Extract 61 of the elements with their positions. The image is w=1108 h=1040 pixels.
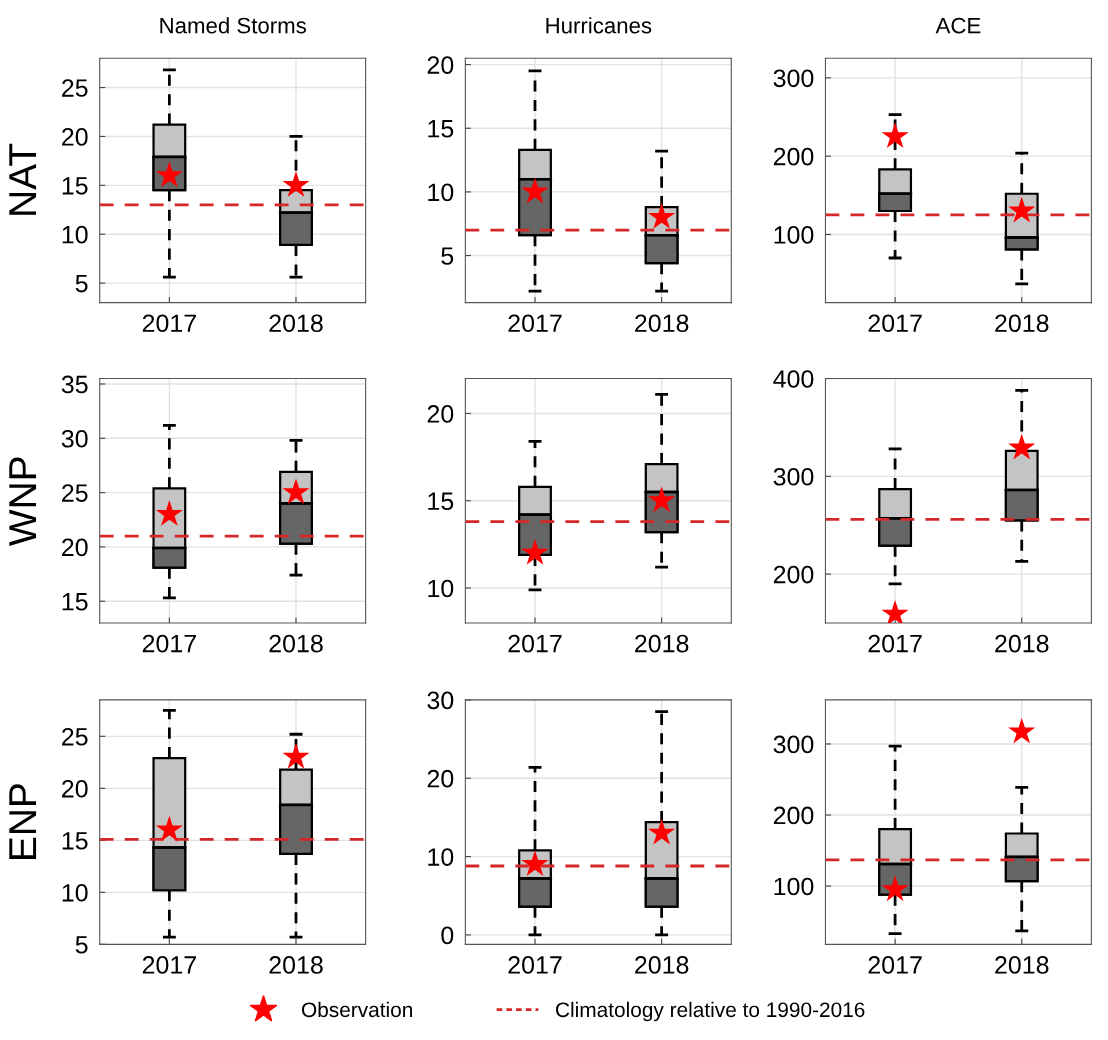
- x-tick-label: 2017: [142, 634, 196, 653]
- y-tick-label: 300: [773, 735, 814, 754]
- y-tick-label: 10: [62, 225, 88, 244]
- x-tick-label: 2018: [635, 314, 689, 333]
- y-tick-label: 10: [428, 579, 454, 598]
- y-tick-label: 100: [774, 877, 814, 896]
- y-tick-label: 15: [428, 492, 454, 511]
- y-tick-label: 30: [61, 429, 88, 448]
- x-tick-label: 2018: [635, 956, 689, 974]
- x-tick-label: 2018: [635, 634, 689, 653]
- y-tick-label: 10: [428, 183, 454, 202]
- x-tick-label: 2017: [508, 956, 562, 974]
- y-tick-label: 5: [441, 247, 454, 265]
- y-tick-label: 20: [62, 538, 88, 557]
- chart-title: ACE: [935, 17, 981, 34]
- x-tick-label: 2018: [269, 314, 323, 333]
- y-axis-title: WNP: [9, 457, 37, 546]
- x-tick-label: 2017: [142, 314, 196, 333]
- chart-title: Hurricanes: [546, 17, 652, 34]
- y-tick-label: 200: [773, 147, 814, 166]
- y-tick-label: 10: [428, 848, 454, 866]
- x-tick-label: 2017: [868, 956, 922, 974]
- y-tick-label: 15: [62, 177, 88, 195]
- y-tick-label: 10: [62, 883, 88, 902]
- x-tick-label: 2017: [508, 314, 562, 333]
- y-tick-label: 5: [75, 936, 88, 954]
- y-tick-label: 25: [62, 79, 88, 97]
- x-tick-label: 2018: [269, 634, 323, 653]
- y-tick-label: 15: [428, 120, 454, 138]
- y-tick-label: 20: [427, 769, 454, 788]
- x-tick-label: 2018: [995, 956, 1049, 974]
- y-tick-label: 20: [427, 405, 454, 423]
- legend-label: Observation: [301, 1001, 412, 1018]
- legend-label: Climatology relative to 1990-2016: [556, 1001, 865, 1022]
- x-tick-label: 2017: [868, 314, 922, 333]
- y-tick-label: 25: [62, 484, 88, 502]
- y-tick-label: 35: [61, 375, 88, 394]
- x-tick-label: 2017: [868, 634, 922, 653]
- x-tick-label: 2017: [508, 634, 562, 653]
- y-tick-label: 200: [773, 806, 814, 825]
- y-tick-label: 15: [62, 593, 88, 611]
- y-tick-label: 300: [773, 69, 814, 88]
- y-tick-label: 400: [773, 370, 814, 388]
- y-tick-label: 0: [441, 926, 454, 945]
- x-tick-label: 2018: [995, 634, 1049, 653]
- y-tick-label: 5: [75, 274, 88, 293]
- y-tick-label: 30: [427, 691, 454, 710]
- y-axis-title: ENP: [9, 784, 37, 859]
- chart-title: Named Storms: [160, 17, 306, 34]
- x-tick-label: 2018: [995, 314, 1049, 333]
- y-tick-label: 100: [774, 226, 814, 244]
- y-axis-title: NAT: [9, 143, 37, 215]
- y-tick-label: 20: [427, 56, 454, 74]
- x-tick-label: 2017: [142, 956, 196, 974]
- y-tick-label: 20: [62, 128, 88, 146]
- y-tick-label: 20: [62, 779, 88, 798]
- y-tick-label: 200: [773, 565, 814, 584]
- x-tick-label: 2018: [269, 956, 323, 974]
- y-tick-label: 25: [62, 727, 88, 746]
- y-tick-label: 15: [62, 832, 88, 850]
- y-tick-label: 300: [773, 467, 814, 486]
